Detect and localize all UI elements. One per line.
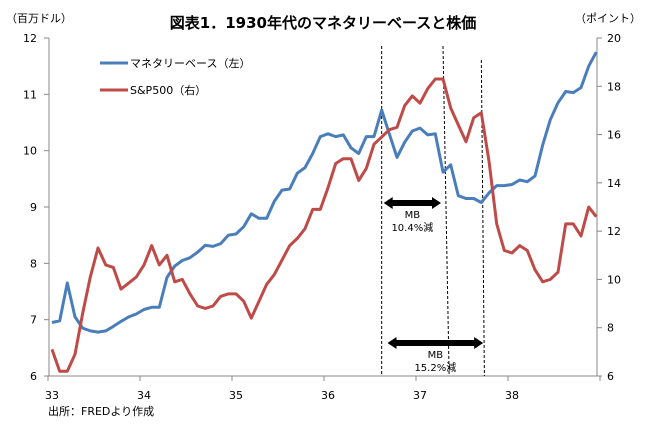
- annotation-value: 10.4%減: [391, 221, 433, 234]
- x-tick-label: 34: [137, 389, 151, 402]
- right-tick-label: 10: [607, 273, 621, 286]
- double-arrow: [383, 197, 441, 209]
- reference-line: [480, 59, 485, 377]
- left-tick-label: 12: [23, 32, 37, 45]
- axes: 6 7 8 9 10 11 12 6 8 10 12 14 16 18 20 33 34 35 36 37 38: [23, 32, 621, 402]
- double-arrow: [387, 337, 484, 349]
- left-axis-unit: （百万ドル）: [6, 12, 72, 25]
- x-tick-label: 36: [321, 389, 335, 402]
- right-tick-label: 16: [607, 129, 621, 142]
- chart-title: 図表1．1930年代のマネタリーベースと株価: [170, 14, 476, 32]
- legend-label-mb: マネタリーベース（左）: [130, 57, 250, 70]
- x-tick-label: 38: [505, 389, 519, 402]
- annotation-label: MB: [405, 210, 421, 221]
- reference-line: [442, 45, 450, 377]
- source-note: 出所：FREDより作成: [48, 404, 154, 418]
- left-tick-label: 7: [30, 314, 37, 327]
- right-axis-unit: （ポイント）: [575, 12, 641, 25]
- left-tick-label: 6: [30, 370, 37, 383]
- legend: マネタリーベース（左） S&P500（右）: [100, 57, 250, 97]
- left-tick-label: 10: [23, 145, 37, 158]
- right-tick-label: 14: [607, 177, 621, 190]
- left-tick-label: 8: [30, 257, 37, 270]
- right-tick-label: 12: [607, 225, 621, 238]
- right-tick-label: 8: [607, 322, 614, 335]
- right-tick-label: 20: [607, 32, 621, 45]
- right-tick-label: 6: [607, 370, 614, 383]
- left-tick-label: 11: [23, 88, 37, 101]
- series-line-sp500: [50, 77, 598, 373]
- legend-label-sp500: S&P500（右）: [130, 83, 206, 97]
- left-tick-label: 9: [30, 201, 37, 214]
- series-line-monetary-base: [51, 51, 598, 334]
- x-tick-label: 33: [45, 389, 59, 402]
- annotation-label: MB: [428, 350, 444, 361]
- annotation-value: 15.2%減: [414, 361, 456, 374]
- reference-lines: [381, 45, 485, 377]
- x-tick-label: 35: [229, 389, 243, 402]
- series-lines: [50, 51, 598, 373]
- x-tick-label: 37: [413, 389, 427, 402]
- right-tick-label: 18: [607, 80, 621, 93]
